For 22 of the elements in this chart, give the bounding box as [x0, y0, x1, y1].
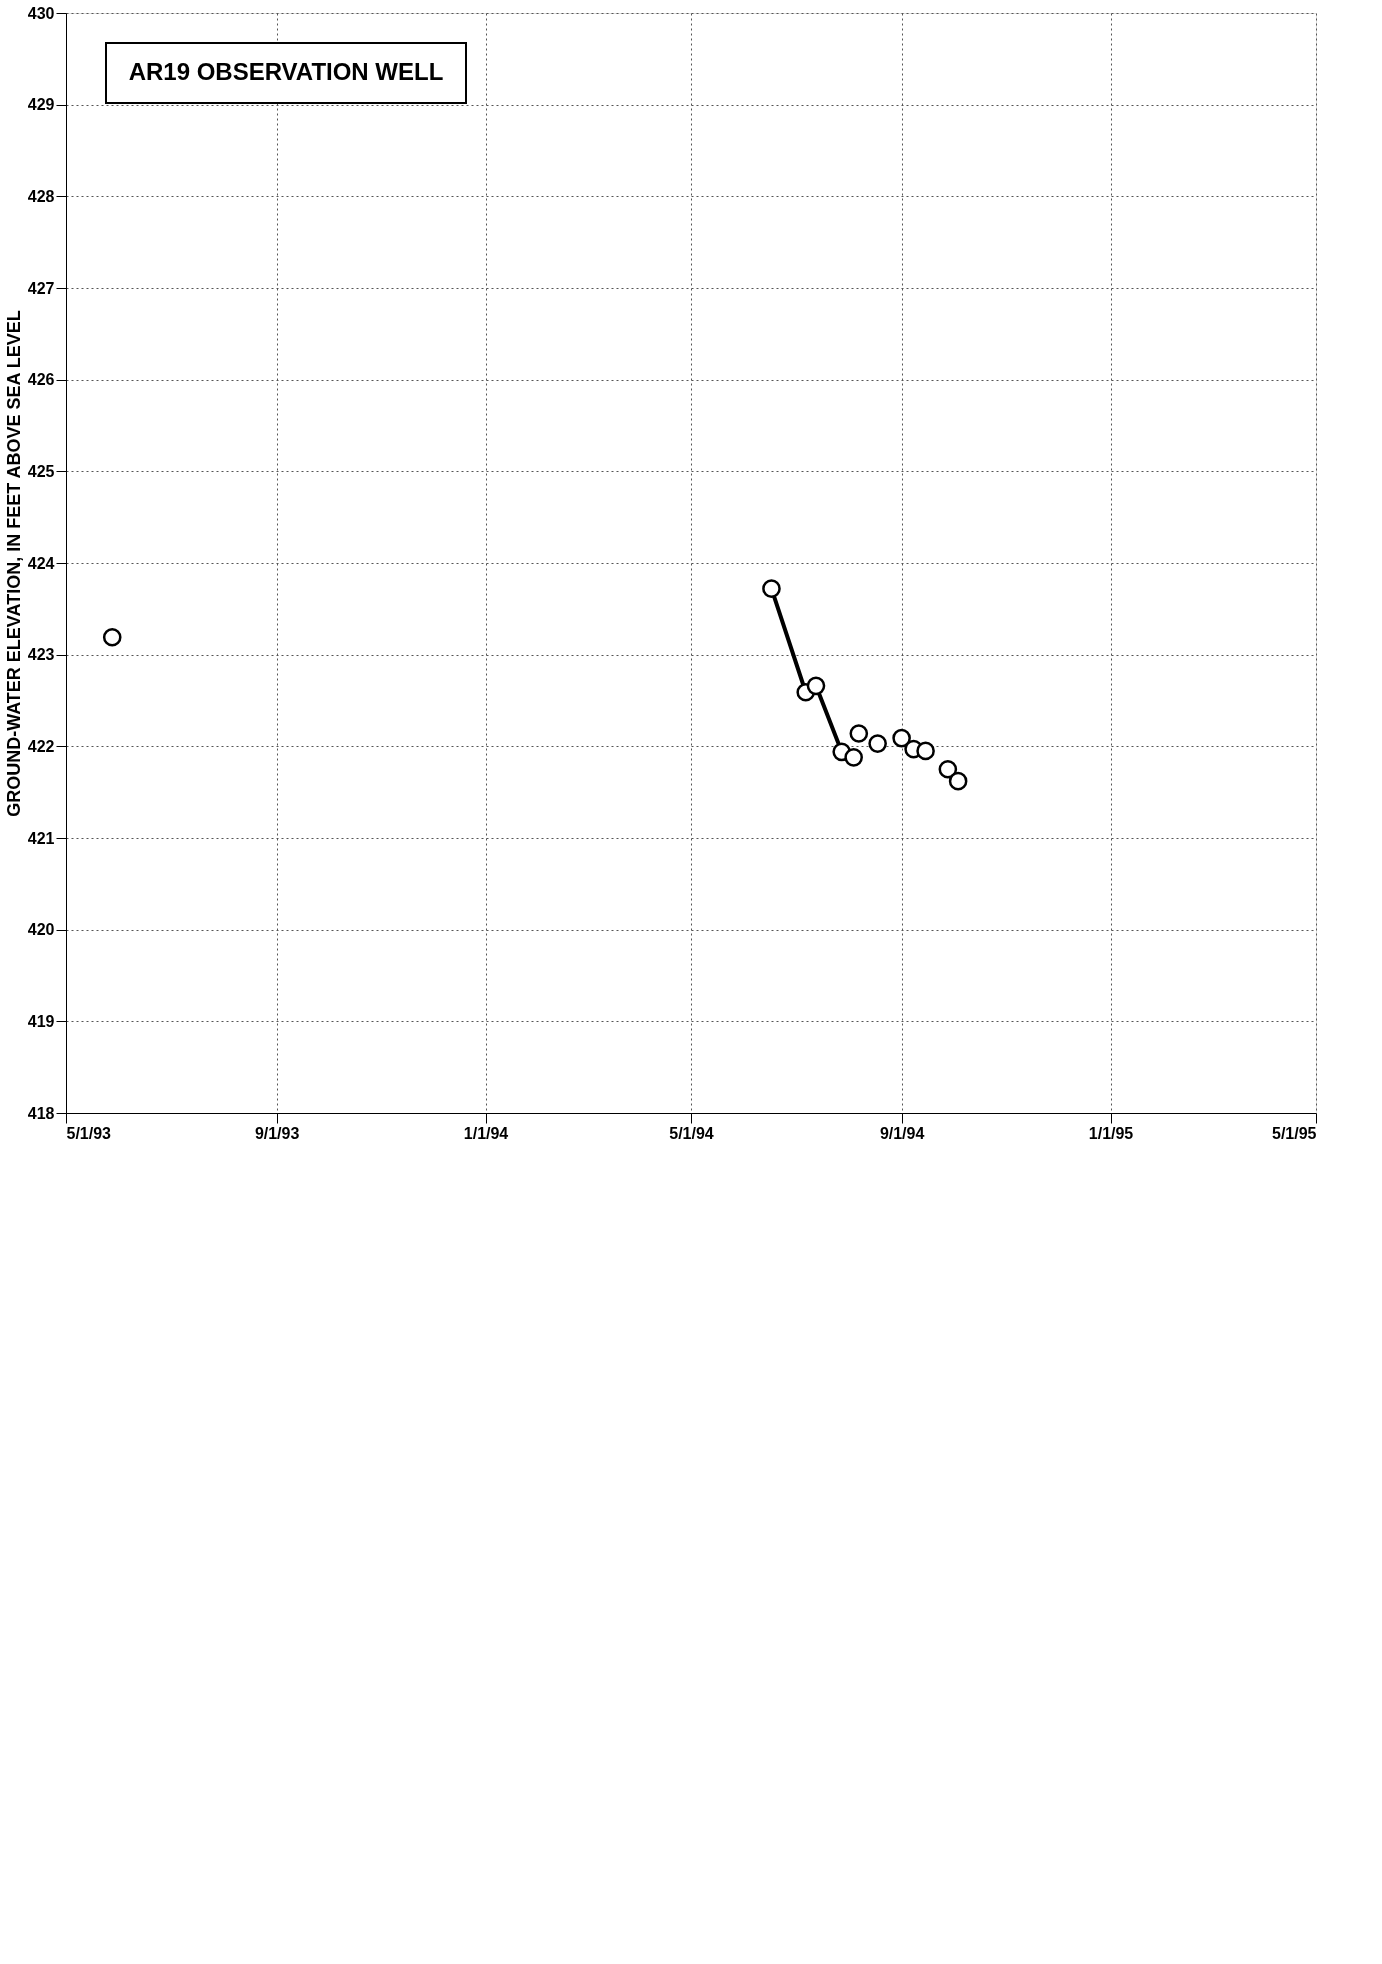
- x-tick-label: 1/1/95: [1088, 1124, 1134, 1142]
- x-tick-label: 9/1/93: [254, 1124, 300, 1142]
- y-tick-label: 419: [27, 1012, 55, 1030]
- y-tick-label: 426: [27, 371, 55, 389]
- y-tick-label: 421: [27, 829, 55, 847]
- y-tick-label: 423: [27, 646, 55, 664]
- y-tick-label: 425: [27, 462, 55, 480]
- x-tick-label: 5/1/94: [669, 1124, 714, 1142]
- x-tick-label: 9/1/94: [879, 1124, 925, 1142]
- y-tick-label: 418: [27, 1104, 55, 1122]
- y-tick-label: 429: [27, 96, 55, 114]
- y-tick-label: 428: [27, 187, 55, 205]
- y-axis-title: GROUND-WATER ELEVATION, IN FEET ABOVE SEA LEVEL: [3, 310, 24, 817]
- y-tick-label: 422: [27, 737, 55, 755]
- y-tick-label: 430: [27, 4, 55, 22]
- text: AR19 OBSERVATION WELL: [128, 58, 444, 85]
- x-tick-label: 5/1/93: [66, 1124, 112, 1142]
- y-tick-label: 427: [27, 279, 55, 297]
- y-tick-label: 420: [27, 921, 55, 939]
- y-tick-label: 424: [27, 554, 55, 572]
- x-tick-label: 1/1/94: [463, 1124, 509, 1142]
- x-tick-label: 5/1/95: [1272, 1124, 1317, 1142]
